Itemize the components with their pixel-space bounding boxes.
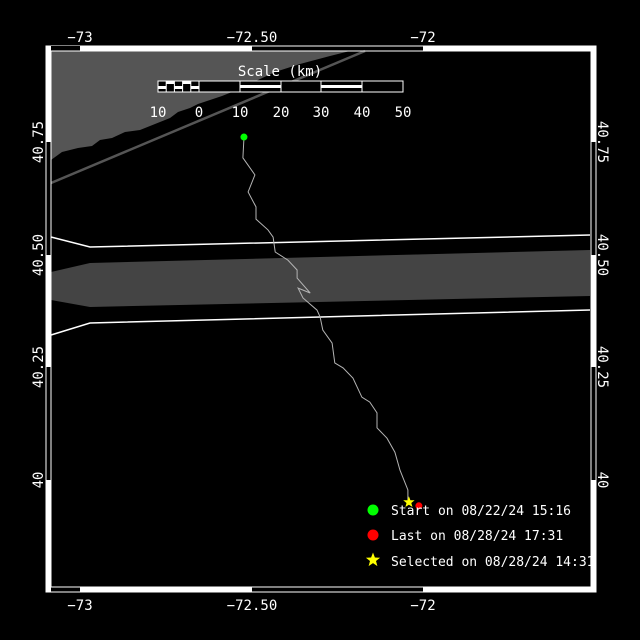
y-tick-right-1: 40.50	[594, 234, 610, 276]
frame-segment-left	[46, 480, 51, 592]
scale-label-1: 0	[195, 105, 203, 121]
legend-last-label: Last on 08/28/24 17:31	[391, 529, 563, 544]
y-tick-left-2: 40.25	[31, 346, 47, 388]
y-tick-right-2: 40.25	[594, 346, 610, 388]
y-tick-right-0: 40.75	[594, 121, 610, 163]
scale-label-6: 50	[395, 105, 412, 121]
lease-area-band	[50, 234, 591, 336]
map-frame	[45, 45, 597, 593]
legend-selected-label: Selected on 08/28/24 14:31	[391, 555, 595, 570]
frame-segment-top	[80, 46, 252, 51]
frame-segment-right	[591, 255, 596, 367]
scale-sub-segment	[174, 86, 183, 89]
band-boundary-north	[50, 234, 591, 248]
start-marker	[240, 133, 248, 141]
barrier-island	[50, 49, 366, 185]
x-tick-top-2: −72	[410, 30, 435, 46]
scale-segment-40	[321, 85, 362, 88]
frame-segment-right	[591, 480, 596, 592]
x-tick-bottom-1: −72.50	[227, 598, 278, 614]
scale-segment-20	[240, 85, 281, 88]
scale-sub-segment	[166, 81, 175, 84]
last-marker	[415, 502, 423, 510]
frame-segment-bottom	[80, 587, 252, 592]
frame-segment-left	[46, 46, 51, 142]
axis-labels: −73 −72.50 −72 −73 −72.50 −72 40.75 40.5…	[31, 30, 610, 614]
legend-selected-star-icon	[365, 552, 381, 567]
legend-last-dot	[367, 529, 379, 541]
selected-star-marker	[403, 496, 415, 507]
scale-sub-segment	[158, 86, 167, 89]
scale-label-4: 30	[313, 105, 330, 121]
legend: Start on 08/22/24 15:16 Last on 08/28/24…	[365, 504, 595, 570]
y-tick-left-1: 40.50	[31, 234, 47, 276]
glider-track	[242, 136, 409, 500]
scale-label-5: 40	[354, 105, 371, 121]
band-boundary-south	[50, 309, 591, 336]
frame-segment-right	[591, 46, 596, 142]
track-markers	[240, 133, 423, 510]
x-tick-bottom-0: −73	[67, 598, 92, 614]
frame-segment-top-dark	[46, 46, 80, 50]
scale-bar: Scale (km) 10 0 10 20 30 40 50	[150, 64, 412, 121]
track-line	[242, 136, 409, 500]
y-tick-left-0: 40.75	[31, 121, 47, 163]
shaded-band	[51, 250, 590, 307]
legend-start-label: Start on 08/22/24 15:16	[391, 504, 571, 519]
frame-segment-top	[423, 46, 596, 51]
frame-segment-left	[46, 255, 51, 367]
scale-label-0: 10	[150, 105, 167, 121]
scale-sub-segment	[182, 81, 191, 84]
scale-sub-segment	[190, 86, 199, 89]
scale-label-3: 20	[273, 105, 290, 121]
scale-label-2: 10	[232, 105, 249, 121]
y-tick-left-3: 40	[31, 472, 47, 489]
legend-start-dot	[367, 504, 379, 516]
x-tick-bottom-2: −72	[410, 598, 435, 614]
y-tick-right-3: 40	[594, 472, 610, 489]
frame-segment-bottom	[423, 587, 596, 592]
x-tick-top-0: −73	[67, 30, 92, 46]
scale-title: Scale (km)	[238, 64, 322, 80]
x-tick-top-1: −72.50	[227, 30, 278, 46]
